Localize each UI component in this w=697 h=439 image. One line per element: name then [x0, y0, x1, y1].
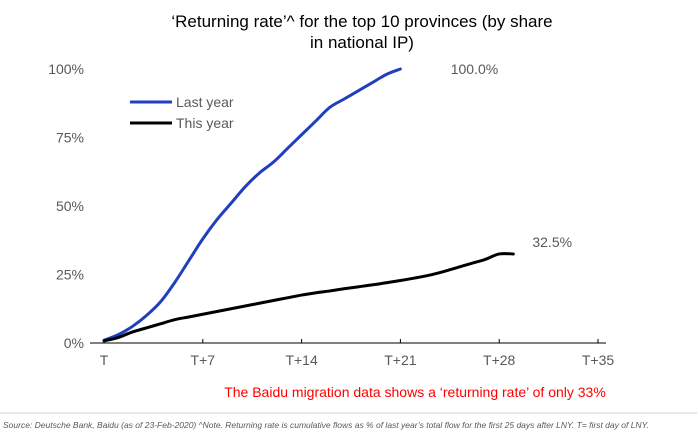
x-tick-label: T+35 — [582, 352, 615, 368]
y-tick-label: 100% — [48, 61, 84, 77]
y-tick-label: 50% — [56, 198, 84, 214]
end-labels: 100.0% 32.5% — [451, 61, 572, 250]
end-label-last-year: 100.0% — [451, 61, 498, 77]
x-tick-label: T+7 — [191, 352, 216, 368]
chart-title-line-1: ‘Returning rate’^ for the top 10 provinc… — [171, 12, 552, 31]
x-axis-labels: T T+7 T+14 T+21 T+28 T+35 — [100, 352, 615, 368]
x-tick-label: T+28 — [483, 352, 516, 368]
annotation-text: The Baidu migration data shows a ‘return… — [224, 384, 606, 400]
series-lines — [102, 67, 515, 343]
y-tick-label: 25% — [56, 267, 84, 283]
chart-title-line-2: in national IP) — [310, 33, 414, 52]
end-label-this-year: 32.5% — [532, 234, 572, 250]
series-line-this-year — [102, 252, 515, 343]
y-axis-labels: 0% 25% 50% 75% 100% — [48, 61, 84, 351]
legend-label-last-year: Last year — [176, 94, 234, 110]
legend: Last year This year — [130, 94, 234, 131]
series-line-last-year — [102, 67, 402, 342]
x-tick-label: T — [100, 352, 109, 368]
y-tick-label: 0% — [64, 335, 84, 351]
x-tick-label: T+21 — [384, 352, 417, 368]
x-tick-label: T+14 — [285, 352, 318, 368]
x-axis-ticks — [103, 339, 599, 343]
source-note: Source: Deutsche Bank, Baidu (as of 23-F… — [3, 420, 649, 430]
legend-label-this-year: This year — [176, 115, 234, 131]
y-tick-label: 75% — [56, 130, 84, 146]
